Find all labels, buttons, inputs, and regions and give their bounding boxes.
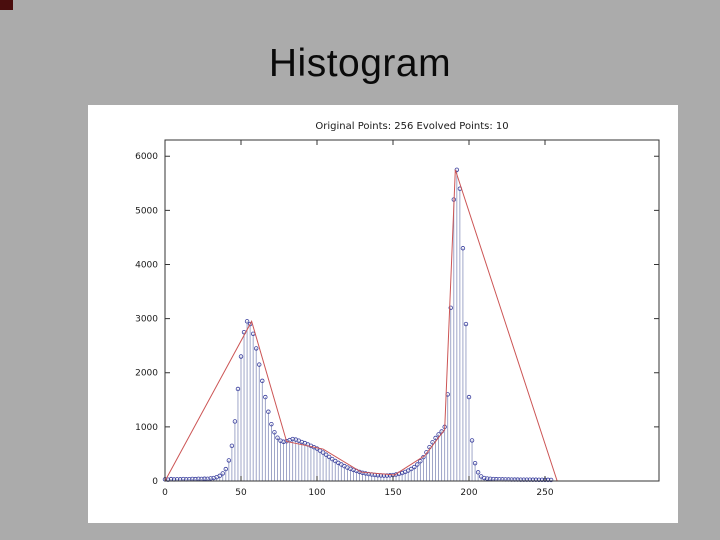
histogram-marker (220, 471, 225, 476)
histogram-marker (232, 419, 238, 424)
histogram-marker (433, 435, 438, 441)
histogram-marker (333, 458, 338, 464)
y-tick-label: 1000 (135, 423, 158, 433)
histogram-marker (475, 470, 481, 475)
histogram-marker (485, 476, 490, 481)
histogram-marker (533, 477, 539, 482)
histogram-marker (548, 477, 554, 483)
histogram-marker (320, 450, 326, 455)
y-tick-label: 0 (152, 477, 158, 487)
y-tick-label: 5000 (135, 206, 158, 216)
histogram-marker (460, 246, 466, 251)
slide-title: Histogram (268, 42, 452, 85)
x-tick-label: 0 (162, 488, 168, 498)
histogram-marker (415, 462, 420, 467)
histogram-marker (253, 346, 259, 351)
histogram-marker (229, 443, 235, 449)
x-tick-label: 150 (384, 488, 401, 498)
histogram-marker (545, 477, 551, 483)
x-tick-label: 50 (235, 488, 247, 498)
histogram-marker (430, 440, 435, 445)
slide-corner-mark (0, 0, 13, 10)
histogram-marker (238, 354, 244, 359)
histogram-marker (235, 386, 241, 392)
histogram-marker (466, 394, 472, 400)
y-tick-label: 3000 (135, 315, 158, 325)
histogram-marker (418, 459, 423, 464)
histogram-marker (208, 476, 213, 481)
histogram-marker (463, 321, 469, 327)
histogram-marker (269, 421, 274, 427)
y-tick-label: 2000 (135, 369, 158, 379)
histogram-marker (539, 477, 545, 483)
histogram-marker (226, 458, 232, 463)
histogram-marker (469, 438, 475, 443)
histogram-marker (387, 473, 393, 478)
histogram-marker (281, 439, 286, 444)
histogram-marker (329, 456, 335, 462)
axis-box (164, 139, 660, 482)
evolved-line (164, 169, 558, 482)
histogram-marker (363, 471, 368, 476)
histogram-marker (326, 454, 332, 460)
chart-title: Original Points: 256 Evolved Points: 10 (315, 121, 509, 132)
histogram-marker (482, 475, 487, 481)
x-tick-label: 250 (536, 488, 553, 498)
histogram-marker (290, 436, 295, 442)
histogram-marker (527, 477, 532, 482)
histogram-marker (260, 378, 265, 384)
histogram-chart: 0 50 100 150 200 250 0 1000 2000 3000 4000 5000 6000 (135, 139, 660, 498)
histogram-marker (272, 430, 277, 435)
histogram-marker (323, 452, 329, 457)
histogram-marker (448, 305, 453, 310)
figure-panel: Original Points: 256 Evolved Points: 10 … (88, 105, 678, 523)
x-tick-label: 100 (308, 488, 325, 498)
histogram-marker (536, 477, 542, 483)
histogram-marker (266, 409, 271, 414)
histogram-marker (244, 319, 250, 324)
histogram-marker (263, 394, 268, 400)
histogram-marker (223, 466, 228, 472)
histogram-marker (275, 435, 280, 440)
histogram-marker (257, 362, 262, 367)
histogram-marker (412, 464, 417, 470)
histogram-marker (409, 466, 414, 472)
histogram-marker (217, 473, 222, 479)
histogram-marker (524, 477, 529, 482)
histogram-marker (472, 460, 478, 466)
y-tick-label: 4000 (135, 260, 158, 270)
histogram-marker (530, 477, 536, 482)
x-tick-label: 200 (460, 488, 477, 498)
y-tick-label: 6000 (135, 152, 158, 162)
